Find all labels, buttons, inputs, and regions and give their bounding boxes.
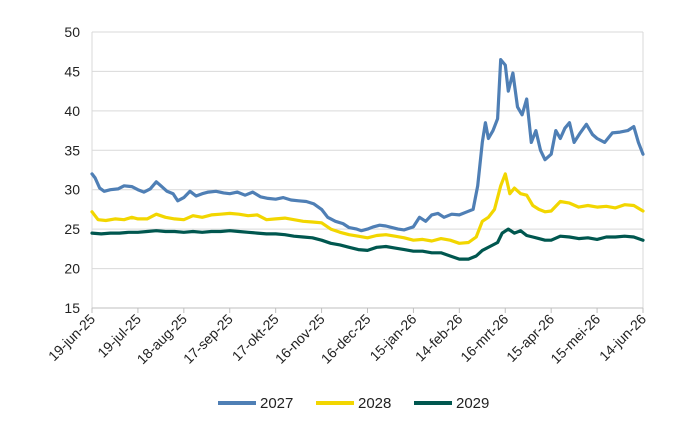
legend: 2027 2028 2029: [218, 395, 489, 412]
legend-label-2028: 2028: [358, 395, 391, 412]
y-tick-label: 15: [64, 300, 80, 316]
y-tick-label: 20: [64, 261, 80, 277]
x-tick-label: 16-dec-25: [318, 311, 374, 367]
x-axis: 19-jun-2519-jul-2518-aug-2517-sep-2517-o…: [45, 308, 649, 367]
legend-label-2027: 2027: [260, 395, 293, 412]
horizontal-gridlines: [92, 32, 643, 308]
y-tick-label: 40: [64, 103, 80, 119]
x-tick-label: 15-mei-26: [547, 311, 603, 367]
x-tick-label: 18-aug-25: [134, 311, 191, 368]
y-axis: 15 20 25 30 35 40 45 50: [64, 24, 643, 316]
y-tick-label: 35: [64, 142, 80, 158]
x-tick-label: 19-jun-25: [45, 311, 98, 364]
y-tick-label: 25: [64, 221, 80, 237]
x-tick-label: 15-jan-26: [366, 311, 419, 364]
y-tick-label: 45: [64, 63, 80, 79]
x-tick-label: 14-jun-26: [596, 311, 649, 364]
y-tick-label: 50: [64, 24, 80, 40]
series-line-2029: [92, 229, 643, 259]
legend-label-2029: 2029: [456, 395, 489, 412]
y-tick-label: 30: [64, 182, 80, 198]
series-line-2027: [92, 60, 643, 231]
x-tick-label: 17-sep-25: [180, 311, 236, 367]
x-tick-label: 14-feb-26: [412, 311, 466, 365]
x-tick-label: 16-mrt-26: [457, 311, 511, 365]
